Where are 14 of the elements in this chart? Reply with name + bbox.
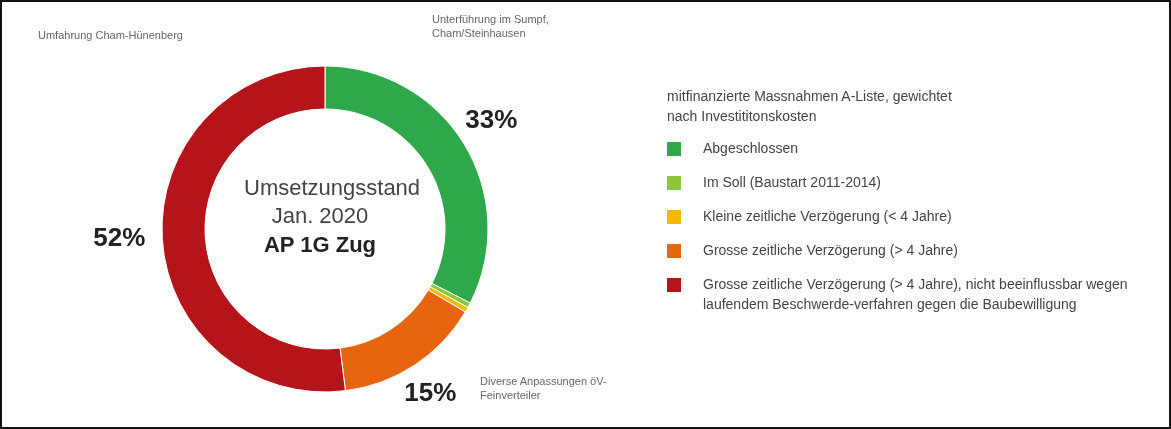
legend-label: Abgeschlossen (703, 139, 799, 158)
text: Unterführung im Sumpf, Cham/Steinhausen (432, 12, 550, 40)
data-label: 33% (465, 103, 518, 134)
text: Diverse Anpassungen öV-Feinverteiler (480, 374, 608, 402)
legend-label: Grosse zeitliche Verzögerung (> 4 Jahre), nicht beeinflussbar wegen laufendem Beschwerde-verfahren gegen die Baubewilligung (703, 275, 1129, 314)
legend-title: mitfinanzierte Massnahmen A-Liste, gewichtet nach Investititonskosten (667, 87, 953, 126)
data-label: 15% (404, 377, 457, 407)
data-label: 52% (93, 221, 146, 252)
legend-label: Grosse zeitliche Verzögerung (> 4 Jahre) (703, 241, 959, 260)
text: AP 1G Zug (262, 231, 378, 259)
text: Umfahrung Cham-Hünenberg (38, 28, 184, 42)
text: Umsetzungsstand Jan. 2020 (243, 174, 421, 230)
legend-label: Im Soll (Baustart 2011-2014) (703, 173, 882, 192)
legend-label: Kleine zeitliche Verzögerung (< 4 Jahre) (703, 207, 953, 226)
